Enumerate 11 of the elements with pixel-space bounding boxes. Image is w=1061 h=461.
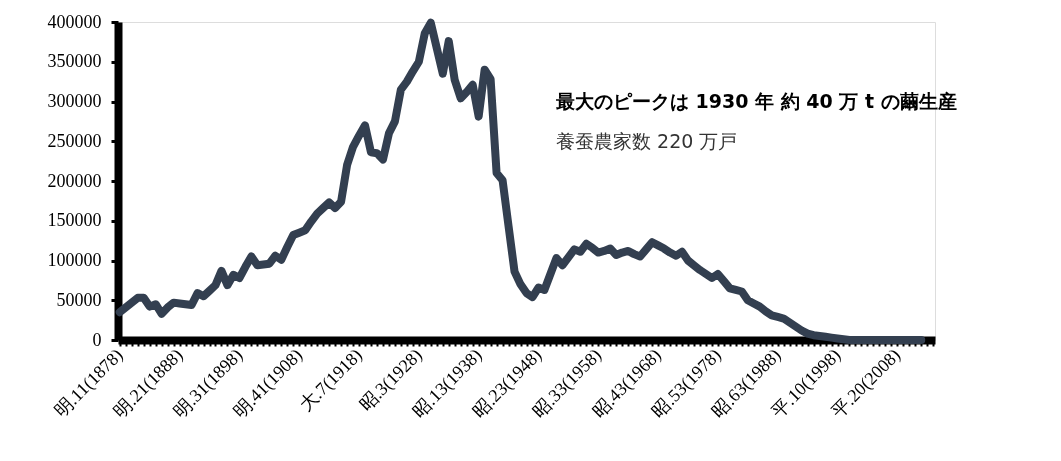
y-tick-label: 50000 — [56, 289, 102, 310]
y-tick-label: 300000 — [47, 91, 102, 111]
y-tick-label: 200000 — [47, 170, 102, 191]
y-tick-label: 150000 — [47, 210, 102, 231]
annotation: 最大のピークは 1930 年 約 40 万 t の繭生産 — [555, 90, 957, 112]
y-tick-label: 0 — [92, 329, 102, 350]
y-tick-label: 100000 — [47, 250, 102, 270]
annotation: 養蚕農家数 220 万戸 — [556, 130, 738, 152]
y-tick-label: 250000 — [47, 130, 102, 151]
y-tick-label: 400000 — [47, 11, 102, 32]
y-tick-label: 350000 — [47, 51, 102, 72]
